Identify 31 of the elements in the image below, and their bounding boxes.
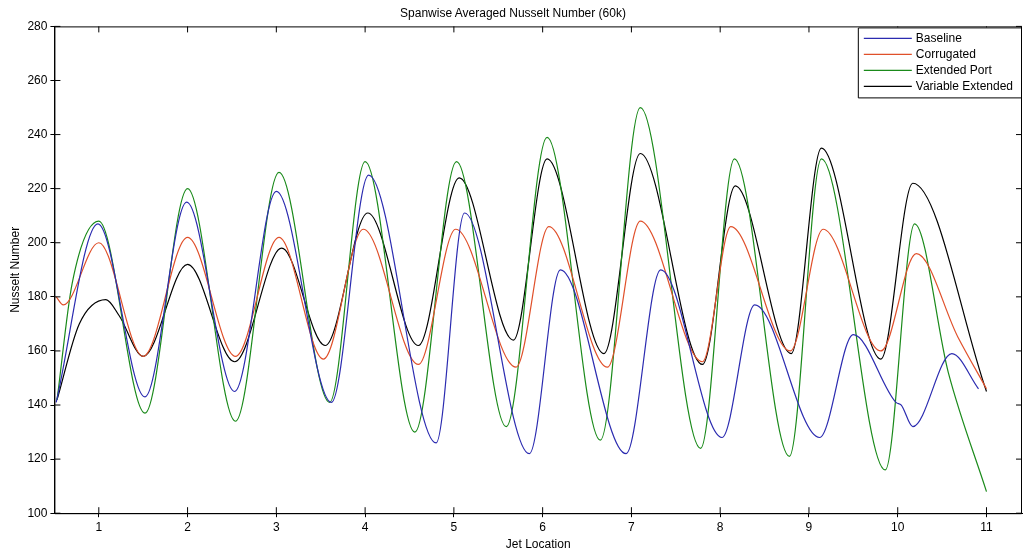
y-tick-label: 200 — [27, 235, 48, 250]
line-series — [56, 106, 988, 493]
x-tick-label: 8 — [716, 519, 724, 534]
x-tick-label: 5 — [450, 519, 458, 534]
y-tick-label: 220 — [27, 180, 48, 195]
legend-label: Baseline — [915, 30, 963, 45]
y-tick-label: 140 — [27, 397, 48, 412]
y-tick-label: 280 — [27, 18, 48, 33]
x-tick-label: 10 — [891, 519, 905, 534]
x-tick-label: 11 — [980, 519, 994, 534]
y-tick-label: 240 — [27, 126, 48, 141]
legend-label: Variable Extended — [915, 78, 1014, 93]
x-tick-label: 6 — [539, 519, 547, 534]
x-tick-label: 2 — [184, 519, 192, 534]
x-tick-label: 9 — [805, 519, 813, 534]
line-series — [55, 174, 980, 455]
x-tick-label: 7 — [628, 519, 636, 534]
y-tick-label: 180 — [27, 289, 48, 304]
legend-label: Extended Port — [915, 62, 993, 77]
y-tick-label: 160 — [27, 343, 48, 358]
y-tick-label: 120 — [27, 451, 48, 466]
y-tick-label: 100 — [27, 505, 48, 520]
y-axis-title: Nusselt Number — [7, 226, 22, 313]
chart-title: Spanwise Averaged Nusselt Number (60k) — [400, 5, 626, 20]
x-axis-title: Jet Location — [505, 537, 571, 552]
x-tick-label: 4 — [361, 519, 369, 534]
x-tick-label: 1 — [95, 519, 103, 534]
legend-label: Corrugated — [915, 46, 976, 61]
y-tick-label: 260 — [27, 72, 48, 87]
line-series — [55, 220, 988, 390]
x-tick-label: 3 — [273, 519, 280, 534]
